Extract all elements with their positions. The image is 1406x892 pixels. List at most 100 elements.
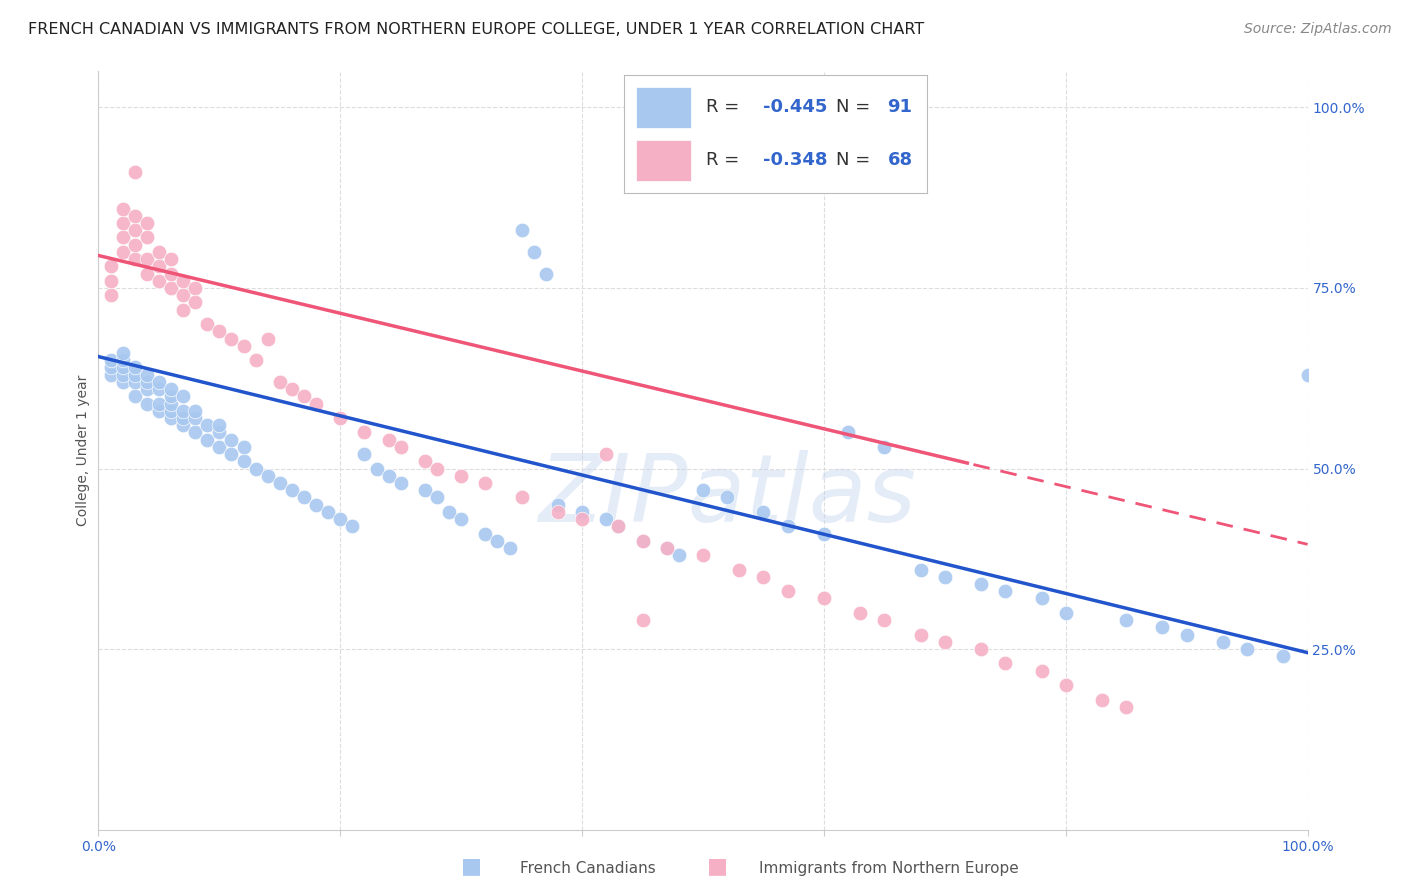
Point	[342, 519, 364, 533]
Point	[184, 403, 207, 417]
Text: Immigrants from Northern Europe: Immigrants from Northern Europe	[759, 861, 1019, 876]
Point	[692, 483, 714, 498]
Point	[100, 260, 122, 274]
Point	[100, 360, 122, 375]
Point	[292, 389, 315, 403]
Point	[389, 475, 412, 490]
Point	[668, 548, 690, 562]
Point	[135, 267, 157, 281]
Point	[208, 440, 231, 454]
Point	[498, 541, 520, 555]
Point	[184, 425, 207, 440]
Point	[1031, 591, 1053, 606]
Point	[389, 440, 412, 454]
Text: ■: ■	[707, 856, 727, 876]
Point	[474, 475, 496, 490]
Point	[994, 584, 1017, 599]
Point	[184, 411, 207, 425]
Point	[148, 375, 170, 389]
Point	[100, 288, 122, 302]
Point	[135, 382, 157, 396]
Point	[281, 382, 304, 396]
Point	[910, 563, 932, 577]
Point	[100, 274, 122, 288]
Y-axis label: College, Under 1 year: College, Under 1 year	[76, 375, 90, 526]
Point	[124, 209, 146, 223]
Point	[970, 577, 993, 591]
Point	[655, 541, 678, 555]
Point	[728, 563, 751, 577]
Point	[184, 281, 207, 295]
Point	[135, 230, 157, 244]
Point	[148, 403, 170, 417]
Point	[208, 425, 231, 440]
Point	[837, 425, 859, 440]
Point	[329, 512, 352, 526]
Point	[1091, 692, 1114, 706]
Point	[172, 389, 194, 403]
Point	[776, 584, 799, 599]
Point	[1236, 642, 1258, 657]
Point	[160, 403, 183, 417]
Point	[111, 346, 134, 360]
Point	[970, 642, 993, 657]
Point	[160, 396, 183, 410]
Point	[353, 447, 375, 461]
Text: French Canadians: French Canadians	[520, 861, 657, 876]
Point	[111, 375, 134, 389]
Point	[100, 353, 122, 368]
Point	[631, 613, 654, 627]
Point	[1175, 627, 1198, 641]
Point	[329, 411, 352, 425]
Point	[160, 281, 183, 295]
Point	[172, 302, 194, 317]
Point	[1115, 699, 1137, 714]
Point	[437, 505, 460, 519]
Point	[353, 425, 375, 440]
Text: FRENCH CANADIAN VS IMMIGRANTS FROM NORTHERN EUROPE COLLEGE, UNDER 1 YEAR CORRELA: FRENCH CANADIAN VS IMMIGRANTS FROM NORTH…	[28, 22, 924, 37]
Point	[195, 418, 218, 433]
Point	[124, 165, 146, 179]
Point	[994, 657, 1017, 671]
Point	[450, 512, 472, 526]
Point	[377, 468, 399, 483]
Point	[934, 635, 956, 649]
Point	[523, 244, 546, 259]
Text: ■: ■	[461, 856, 481, 876]
Point	[148, 382, 170, 396]
Point	[571, 512, 593, 526]
Point	[595, 512, 617, 526]
Point	[135, 368, 157, 382]
Point	[172, 411, 194, 425]
Point	[135, 375, 157, 389]
Point	[111, 360, 134, 375]
Point	[195, 317, 218, 331]
Point	[607, 519, 630, 533]
Point	[124, 375, 146, 389]
Text: ZIPatlas: ZIPatlas	[538, 450, 917, 541]
Point	[111, 368, 134, 382]
Point	[752, 505, 775, 519]
Point	[160, 411, 183, 425]
Point	[195, 433, 218, 447]
Point	[148, 274, 170, 288]
Point	[366, 461, 388, 475]
Point	[160, 252, 183, 266]
Point	[256, 468, 278, 483]
Point	[934, 570, 956, 584]
Point	[571, 505, 593, 519]
Point	[1272, 649, 1295, 664]
Point	[1031, 664, 1053, 678]
Point	[232, 440, 254, 454]
Point	[124, 252, 146, 266]
Point	[221, 433, 243, 447]
Point	[1054, 678, 1077, 692]
Point	[160, 267, 183, 281]
Point	[160, 389, 183, 403]
Text: Source: ZipAtlas.com: Source: ZipAtlas.com	[1244, 22, 1392, 37]
Point	[413, 454, 436, 468]
Point	[221, 447, 243, 461]
Point	[631, 533, 654, 548]
Point	[172, 418, 194, 433]
Point	[752, 570, 775, 584]
